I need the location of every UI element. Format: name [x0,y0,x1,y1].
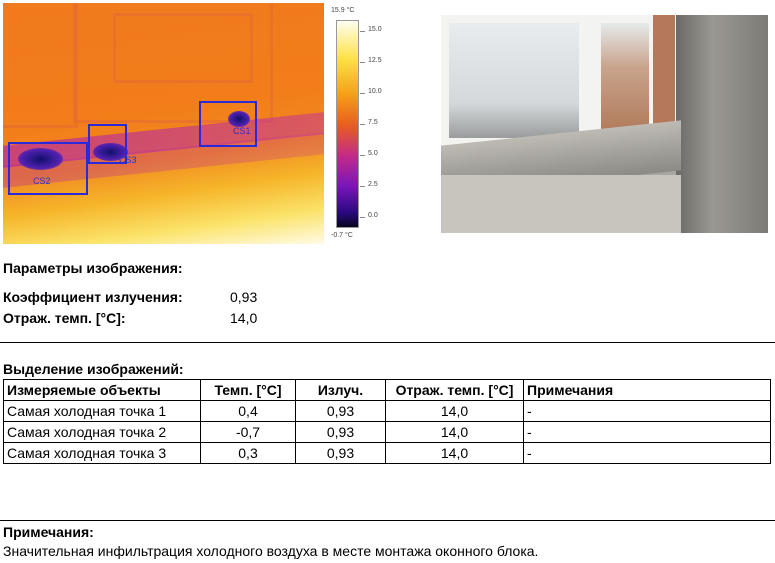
scale-tick-label: 10.0 [368,88,382,95]
reflected-temp-value: 14,0 [230,310,258,326]
visual-photo [441,15,768,233]
scale-max: 15.9 °C [331,7,355,14]
cell: 0,93 [295,400,386,422]
marker-box-cs1 [199,101,257,147]
col-emissivity: Излуч. [295,379,386,401]
reflected-temp-label: Отраж. темп. [°C]: [3,310,126,326]
cell: 0,93 [295,442,386,464]
measurement-table: Измеряемые объекты Темп. [°C] Излуч. Отр… [3,379,771,464]
table-row: Самая холодная точка 3 0,3 0,93 14,0- [3,442,771,464]
cell: Самая холодная точка 1 [3,400,201,422]
scale-tick-mark [360,186,365,187]
table-header: Измеряемые объекты Темп. [°C] Излуч. Отр… [3,379,771,401]
scale-min: -0.7 °C [331,232,353,239]
selection-title: Выделение изображений: [3,361,184,377]
marker-label: CS2 [33,176,51,186]
marker-box-cs3 [88,124,127,164]
scale-tick-mark [360,155,365,156]
col-reflected-temp: Отраж. темп. [°C] [385,379,524,401]
cell: - [523,400,771,422]
col-objects: Измеряемые объекты [3,379,201,401]
cell: 14,0 [385,400,524,422]
scale-tick-label: 0.0 [368,212,378,219]
params-title: Параметры изображения: [3,260,183,276]
scale-tick-mark [360,31,365,32]
notes-title: Примечания: [3,524,94,540]
emissivity-label: Коэффициент излучения: [3,289,183,305]
table-row: Самая холодная точка 2 -0,7 0,93 14,0- [3,421,771,443]
cell: 14,0 [385,442,524,464]
marker-label: CS1 [233,126,251,136]
cell: - [523,421,771,443]
table-row: Самая холодная точка 1 0,4 0,93 14,0- [3,400,771,422]
divider [0,342,775,343]
emissivity-value: 0,93 [230,289,258,305]
scale-tick-label: 15.0 [368,26,382,33]
cell: 0,3 [200,442,296,464]
marker-box-cs2 [8,142,88,195]
cell: 14,0 [385,421,524,443]
col-temp: Темп. [°C] [200,379,296,401]
divider [0,520,775,521]
cell: - [523,442,771,464]
cell: -0,7 [200,421,296,443]
marker-label: CS3 [119,155,137,165]
scale-tick-mark [360,62,365,63]
col-notes: Примечания [523,379,771,401]
thermal-image: CS1 CS2 CS3 [3,3,324,244]
scale-tick-mark [360,124,365,125]
scale-tick-mark [360,217,365,218]
cell: Самая холодная точка 3 [3,442,201,464]
cell: 0,93 [295,421,386,443]
cell: 0,4 [200,400,296,422]
scale-tick-label: 7.5 [368,119,378,126]
temperature-scale-bar [336,20,359,228]
scale-tick-label: 5.0 [368,150,378,157]
scale-tick-label: 12.5 [368,57,382,64]
cell: Самая холодная точка 2 [3,421,201,443]
scale-tick-mark [360,93,365,94]
notes-text: Значительная инфильтрация холодного возд… [3,543,539,559]
scale-tick-label: 2.5 [368,181,378,188]
